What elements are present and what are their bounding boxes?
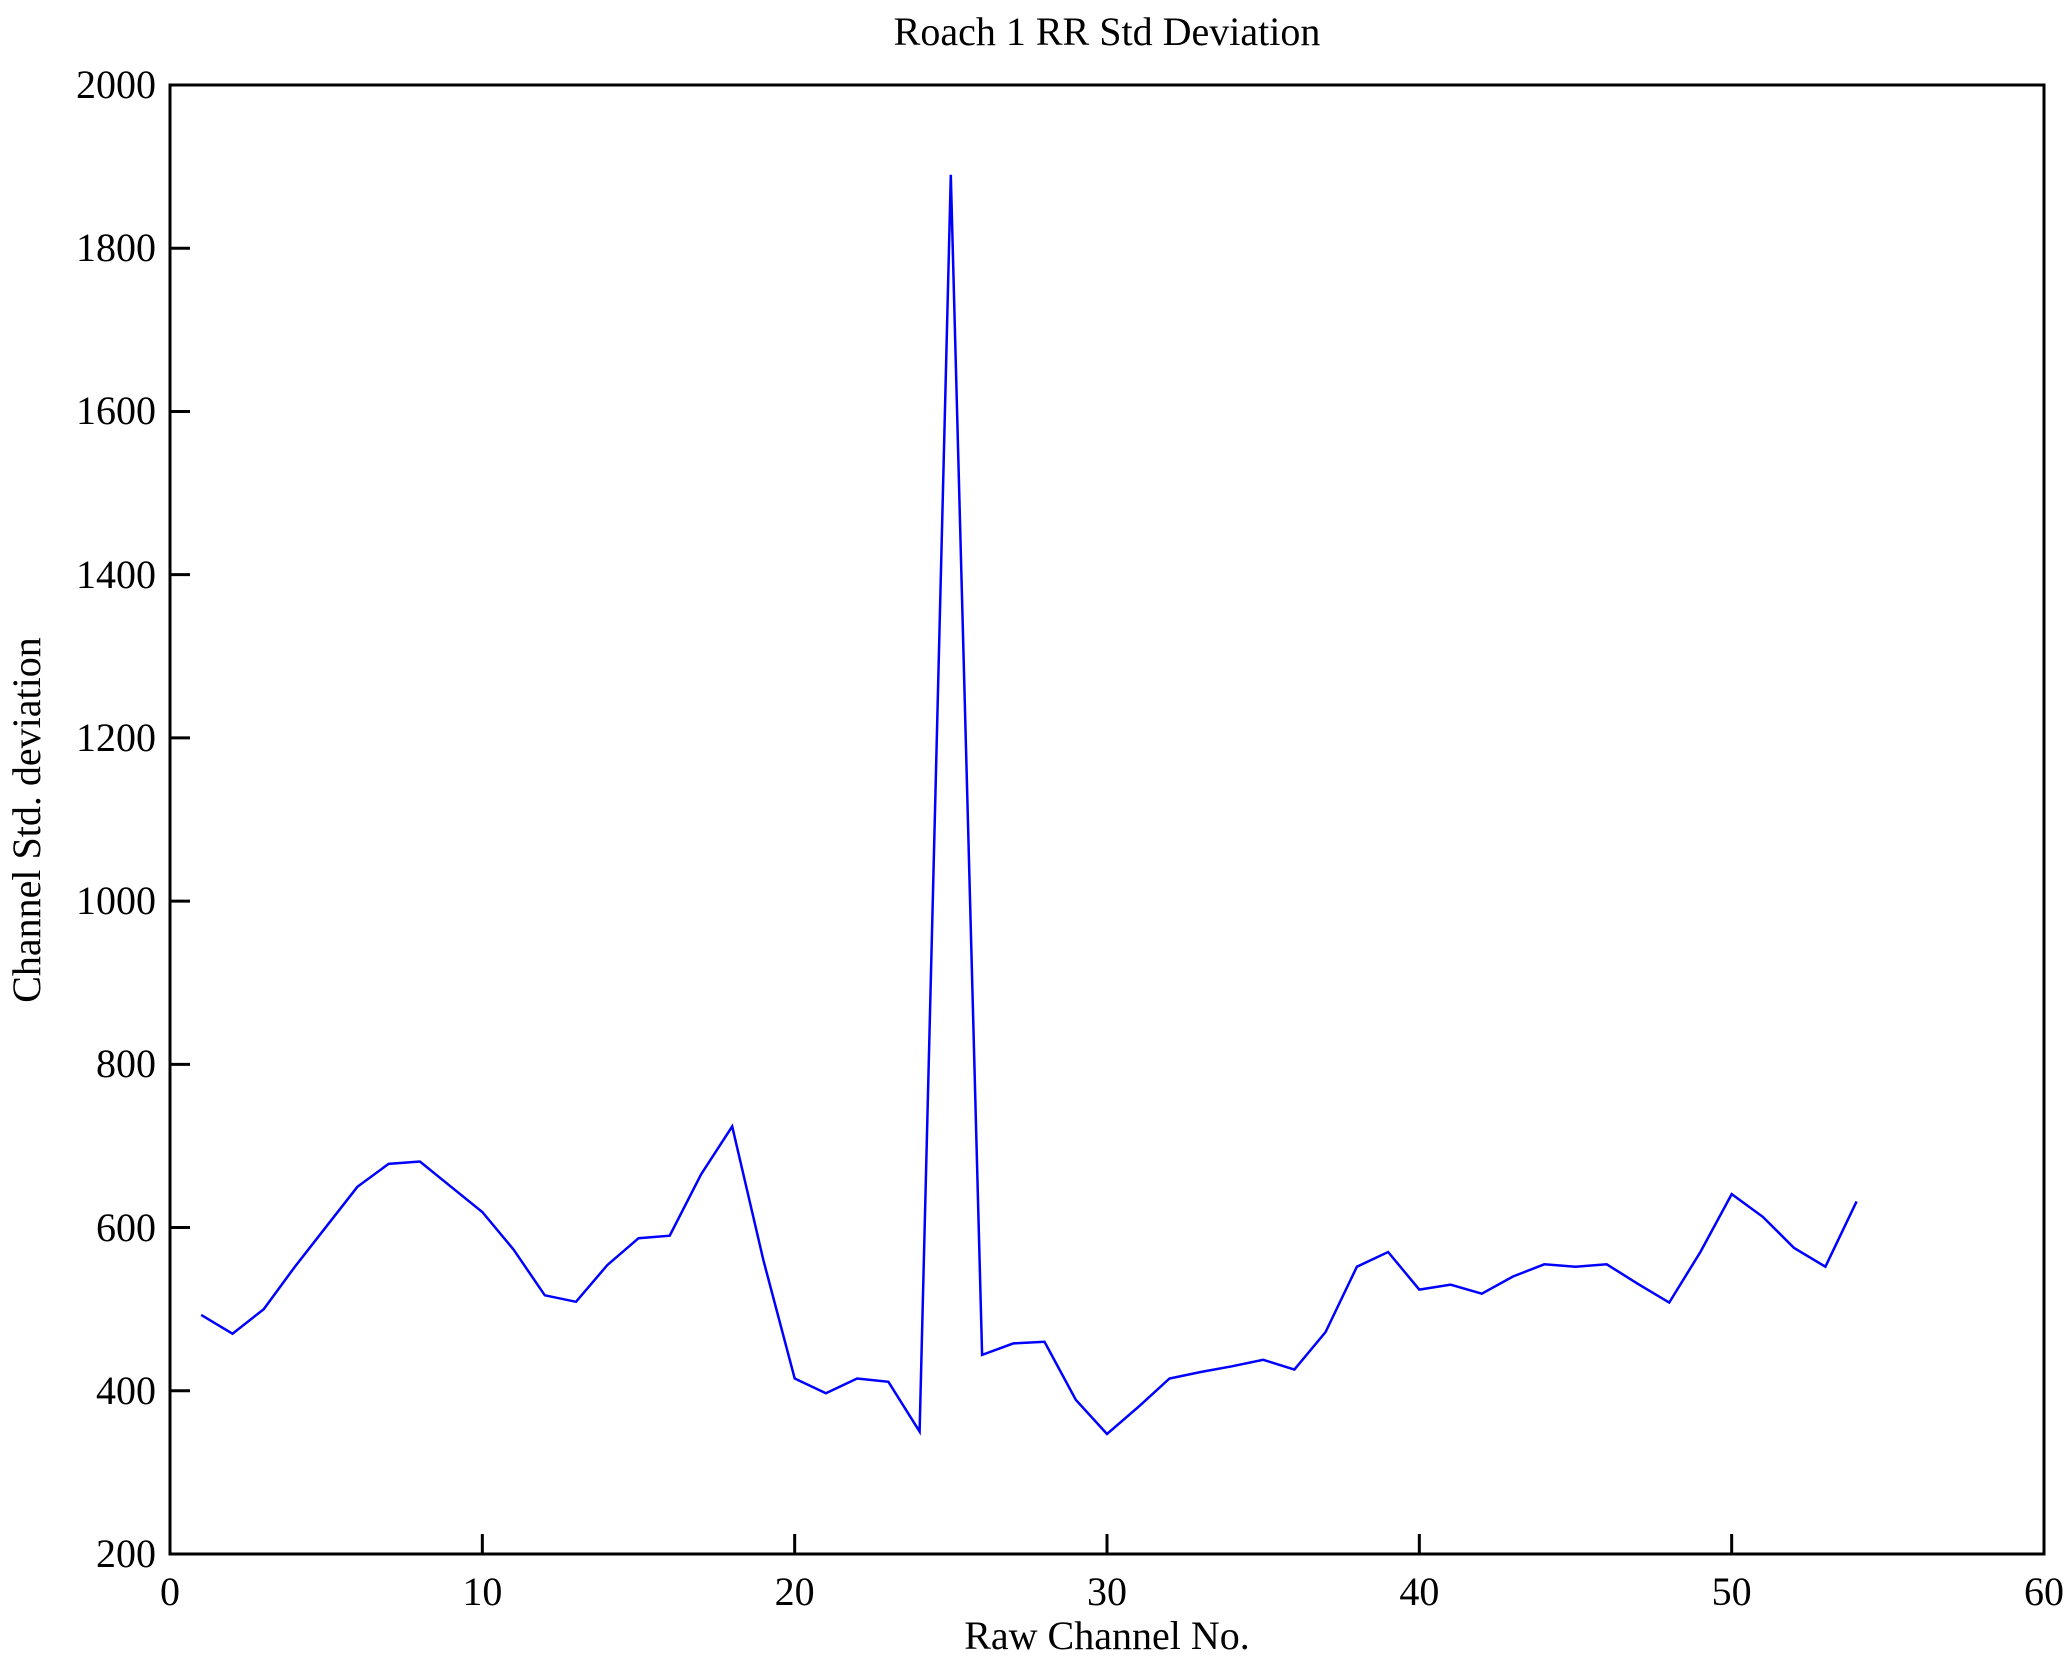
y-tick-label: 1400 — [76, 551, 156, 597]
plot-box — [168, 83, 2046, 1556]
data-series-line — [200, 174, 1858, 1436]
x-axis-label: Raw Channel No. — [964, 1613, 1250, 1658]
y-tick-label: 1200 — [76, 714, 156, 760]
x-tick-label: 20 — [774, 1569, 815, 1614]
x-tick-label: 10 — [462, 1569, 503, 1614]
x-tick-label: 30 — [1087, 1569, 1127, 1614]
y-tick-label: 600 — [96, 1204, 156, 1250]
y-tick-label: 1000 — [76, 878, 156, 924]
y-tick-label: 800 — [96, 1041, 156, 1087]
y-tick-label: 1600 — [76, 388, 156, 434]
y-tick-label: 1800 — [76, 225, 156, 271]
y-axis-label: Channel Std. deviation — [4, 637, 49, 1003]
x-tick-label: 60 — [2024, 1569, 2064, 1614]
chart-title: Roach 1 RR Std Deviation — [893, 9, 1321, 54]
x-tick-label: 50 — [1711, 1569, 1752, 1614]
x-tick-label: 0 — [160, 1569, 180, 1614]
y-tick-label: 2000 — [76, 62, 156, 107]
y-tick-label: 400 — [96, 1367, 156, 1413]
y-tick-label: 200 — [96, 1531, 156, 1576]
x-tick-label: 40 — [1399, 1569, 1440, 1614]
